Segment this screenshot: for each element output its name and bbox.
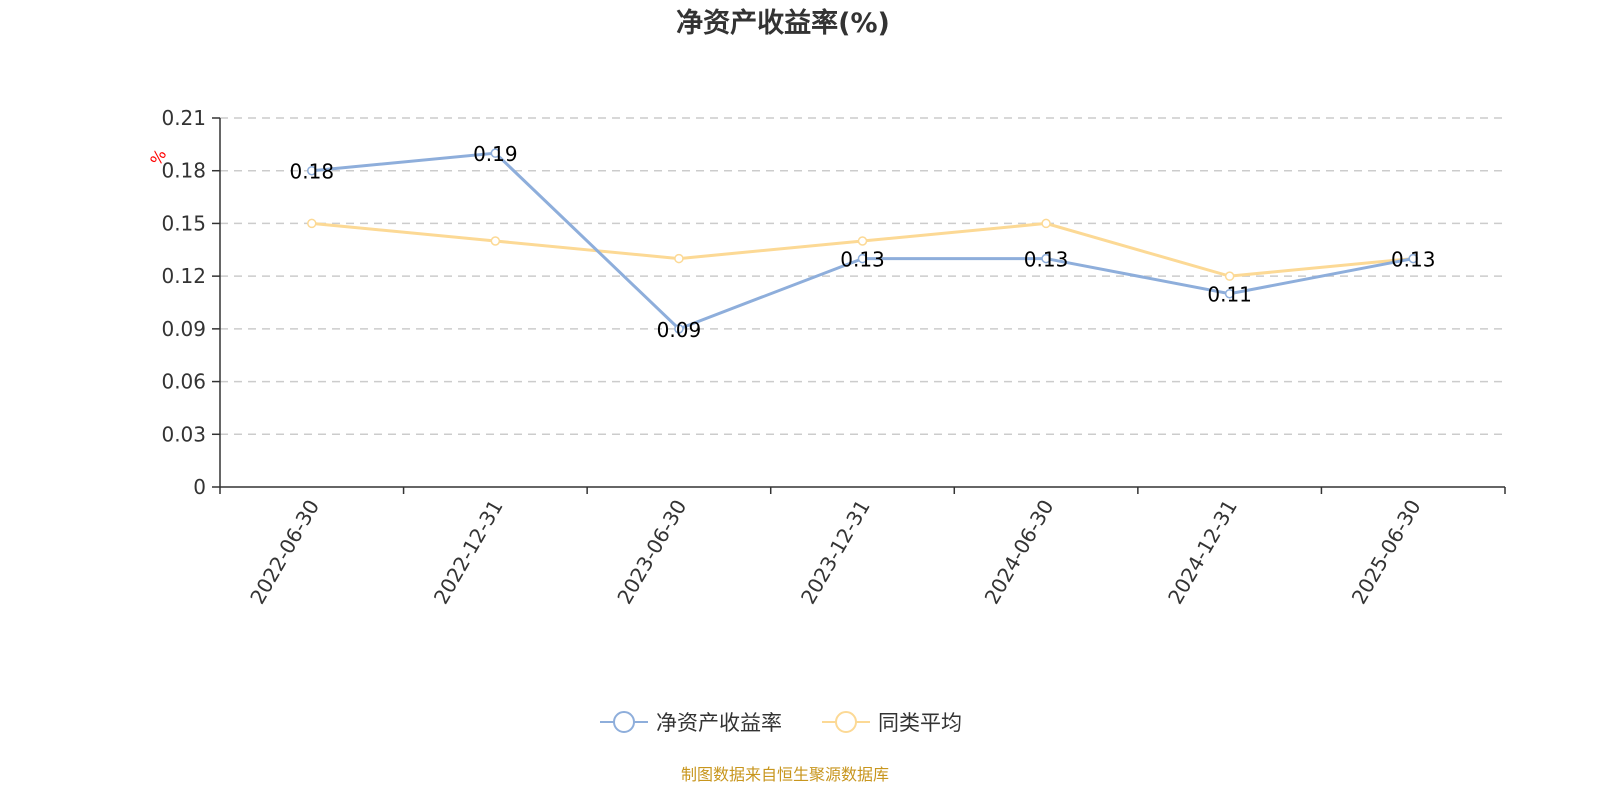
data-point: [307, 165, 317, 176]
data-point: [490, 148, 501, 158]
chart-title: 净资产收益率(%): [676, 7, 890, 39]
legend-label: 净资产收益率: [656, 711, 782, 735]
legend: 净资产收益率 同类平均: [600, 711, 962, 735]
x-tick-label: 2024-12-31: [1163, 496, 1242, 609]
x-tick-label: 2023-06-30: [612, 496, 691, 609]
data-label: 0.13: [1024, 248, 1069, 272]
data-label: 0.18: [290, 160, 335, 184]
data-point: [857, 236, 868, 246]
data-point: [1041, 218, 1051, 229]
x-tick-label: 2024-06-30: [979, 496, 1058, 609]
data-label: 0.19: [473, 142, 518, 166]
data-point: [307, 218, 317, 229]
data-label: 0.13: [1391, 248, 1436, 272]
data-point: [1224, 271, 1235, 281]
y-tick-label: 0.03: [161, 422, 206, 446]
y-tick-label: 0.18: [161, 159, 206, 183]
x-tick-label: 2023-12-31: [796, 496, 875, 609]
data-point: [674, 324, 684, 334]
data-label: 0.13: [840, 248, 885, 272]
y-tick-label: 0.09: [161, 317, 206, 341]
data-label: 0.11: [1207, 283, 1252, 307]
data-point: [1408, 253, 1418, 264]
legend-marker: [613, 711, 635, 733]
data-point: [1041, 253, 1051, 264]
x-tick-label: 2022-12-31: [429, 496, 508, 609]
source-note: 制图数据来自恒生聚源数据库: [681, 765, 889, 784]
legend-label: 同类平均: [878, 711, 962, 735]
data-point: [857, 253, 868, 264]
y-tick-label: 0.06: [161, 370, 206, 394]
y-tick-label: 0.12: [161, 264, 206, 288]
x-tick-label: 2022-06-30: [245, 496, 324, 609]
data-point: [674, 253, 684, 264]
legend-marker: [835, 711, 857, 733]
y-tick-label: 0.21: [161, 106, 206, 130]
y-tick-label: 0.15: [161, 211, 206, 235]
x-tick-label: 2025-06-30: [1347, 496, 1426, 609]
data-point: [1224, 288, 1235, 299]
y-tick-label: 0: [193, 475, 206, 499]
data-label: 0.09: [657, 318, 702, 342]
data-point: [490, 236, 501, 246]
